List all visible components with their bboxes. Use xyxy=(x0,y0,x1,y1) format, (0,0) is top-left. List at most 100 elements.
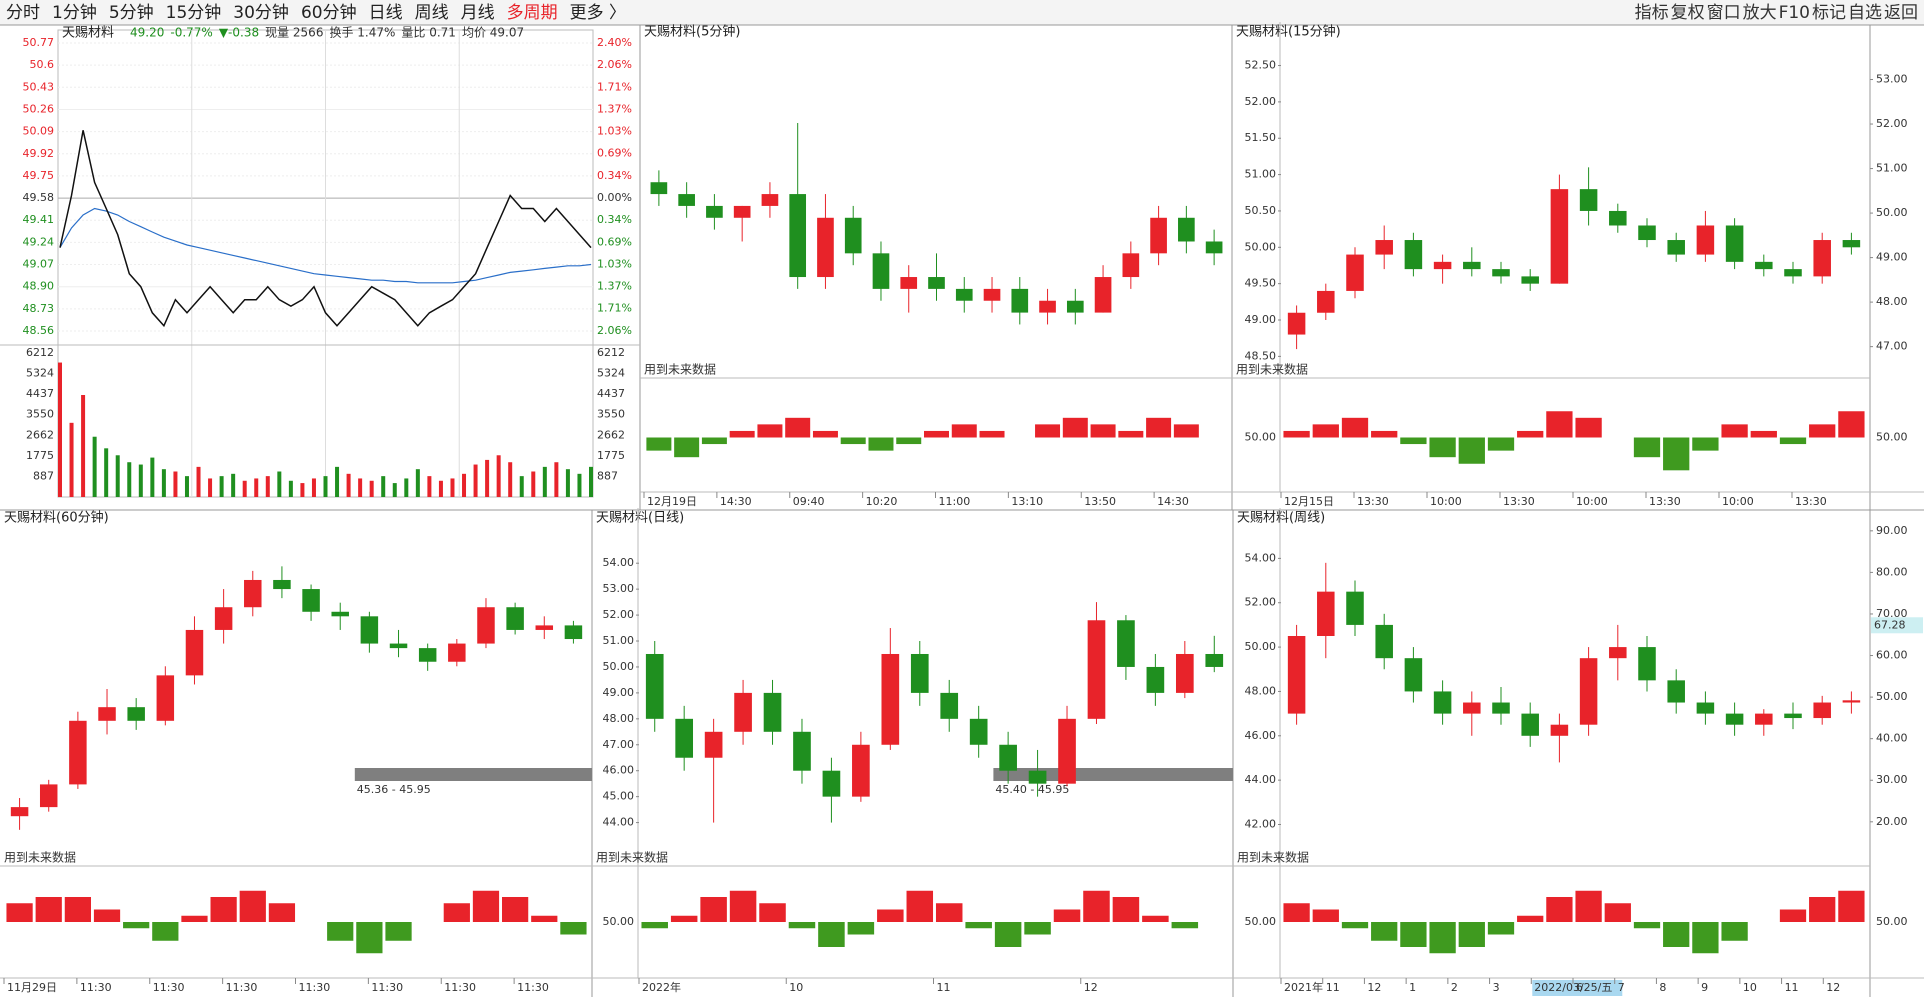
osc-bar xyxy=(935,903,963,922)
osc-bar xyxy=(646,437,672,451)
tab[interactable]: 月线 xyxy=(461,3,495,23)
osc-bar xyxy=(877,909,904,922)
y2-tick-label: 50.00 xyxy=(1876,690,1908,703)
osc-bar xyxy=(1053,909,1081,922)
volume-bar xyxy=(208,478,213,497)
vol-tick-label: 5324 xyxy=(26,367,54,380)
candle-body xyxy=(506,607,524,630)
candle-body xyxy=(706,205,723,218)
vol-tick-label: 4437 xyxy=(597,387,625,400)
x-tick-label: 12 xyxy=(1084,981,1098,994)
tab[interactable]: 更多 〉 xyxy=(570,3,626,23)
candle-body xyxy=(1287,312,1306,335)
price-marker-label: 67.28 xyxy=(1874,618,1906,631)
candle-body xyxy=(10,807,29,817)
candle-body xyxy=(1150,217,1167,254)
tab[interactable]: 30分钟 xyxy=(233,3,289,23)
candle-body xyxy=(244,579,262,608)
vol-tick-label: 4437 xyxy=(26,387,54,400)
tool[interactable]: 复权 xyxy=(1671,3,1705,23)
candle-body xyxy=(214,607,233,630)
candle-body xyxy=(1638,647,1656,681)
tool[interactable]: 放大 xyxy=(1743,3,1777,23)
y2-tick-label: 20.00 xyxy=(1876,815,1908,828)
osc-bar xyxy=(701,437,727,445)
y-tick-label: 50.09 xyxy=(23,125,55,138)
candle-body xyxy=(1609,210,1627,226)
osc-bar xyxy=(906,890,934,922)
y-tick-label: 50.00 xyxy=(603,660,635,673)
x-tick-label: 2022/03/25/五 xyxy=(1534,981,1612,994)
candle-body xyxy=(817,217,834,278)
tool[interactable]: 自选 xyxy=(1848,3,1882,23)
y2-tick-label: 90.00 xyxy=(1876,524,1908,537)
tool[interactable]: 指标 xyxy=(1635,3,1669,23)
candle-body xyxy=(1521,276,1539,284)
tab[interactable]: 5分钟 xyxy=(109,3,154,23)
tool[interactable]: 标记 xyxy=(1812,3,1846,23)
osc-bar xyxy=(1633,437,1661,458)
candle-body xyxy=(955,288,973,301)
volume-bar xyxy=(58,362,62,497)
candle-body xyxy=(852,744,870,797)
tool[interactable]: F10 xyxy=(1779,3,1810,23)
volume-bar xyxy=(288,480,293,497)
tab[interactable]: 15分钟 xyxy=(166,3,222,23)
candle-body xyxy=(763,692,782,732)
osc-bar xyxy=(729,430,755,438)
tab[interactable]: 1分钟 xyxy=(52,3,97,23)
candle-body xyxy=(1550,189,1569,284)
candle-body xyxy=(761,194,779,206)
osc-label: 50.00 xyxy=(1245,915,1277,928)
osc-bar xyxy=(472,890,500,922)
candle-body xyxy=(675,718,694,758)
x-tick-label: 13:10 xyxy=(1011,495,1043,508)
future-note: 用到未来数据 xyxy=(1237,850,1309,865)
candle-body xyxy=(1579,189,1598,211)
osc-bar xyxy=(1118,430,1144,438)
tab[interactable]: 日线 xyxy=(369,3,403,23)
y2-tick-label: 60.00 xyxy=(1876,649,1908,662)
tool[interactable]: 返回 xyxy=(1884,3,1918,23)
tab[interactable]: 60分钟 xyxy=(301,3,357,23)
y2-tick-label: 52.00 xyxy=(1876,117,1908,130)
candle-body xyxy=(734,692,752,732)
candle-body xyxy=(999,744,1017,771)
osc-bar xyxy=(994,922,1022,947)
y2-tick-label: 30.00 xyxy=(1876,773,1908,786)
tab[interactable]: 分时 xyxy=(6,3,40,23)
candle-body xyxy=(1346,591,1364,625)
y2-tick-label: 2.40% xyxy=(597,36,632,49)
y-tick-label: 52.50 xyxy=(1245,59,1277,72)
osc-bar xyxy=(1024,922,1051,935)
candle-body xyxy=(418,648,437,662)
osc-bar xyxy=(1458,922,1485,947)
candle-body xyxy=(983,288,1001,301)
osc-bar xyxy=(531,915,558,922)
volume-bar xyxy=(161,469,166,497)
osc-bar xyxy=(210,897,237,922)
y2-tick-label: 47.00 xyxy=(1876,340,1908,353)
candle-body xyxy=(448,643,466,662)
x-tick-label: 11 xyxy=(937,981,951,994)
candle-body xyxy=(1375,240,1393,255)
candle-body xyxy=(900,277,918,289)
osc-bar xyxy=(785,417,811,438)
tool[interactable]: 窗口 xyxy=(1707,3,1741,23)
x-tick-label: 10:00 xyxy=(1722,495,1754,508)
y-tick-label: 48.90 xyxy=(23,280,55,293)
osc-bar xyxy=(1546,411,1573,438)
osc-bar xyxy=(1173,424,1199,438)
volume-bar xyxy=(231,473,236,497)
tab[interactable]: 多周期 xyxy=(507,3,558,23)
y-tick-label: 50.00 xyxy=(1245,240,1277,253)
osc-bar xyxy=(1090,424,1116,438)
tab[interactable]: 周线 xyxy=(415,3,449,23)
osc-label: 50.00 xyxy=(1245,431,1277,444)
volume-bar xyxy=(415,469,420,497)
x-tick-label: 11:30 xyxy=(80,981,112,994)
y-tick-label: 49.75 xyxy=(23,169,55,182)
candle-body xyxy=(389,643,408,649)
